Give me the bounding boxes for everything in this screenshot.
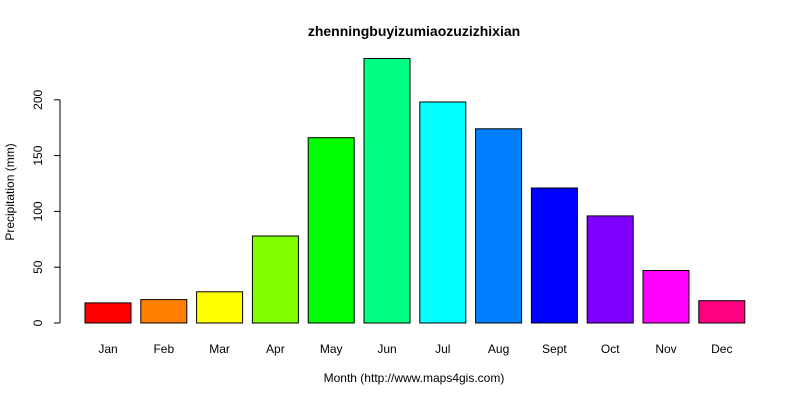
x-axis-tick-label: Jan [98,342,117,356]
y-axis-tick-label: 50 [31,260,45,274]
x-axis-tick-label: Aug [488,342,509,356]
bar-nov [642,270,690,324]
bar-oct [586,215,634,324]
y-axis-tick-label: 150 [31,145,45,165]
bar-jul [419,101,467,324]
bars [84,58,746,324]
x-axis-tick-label: Jul [435,342,450,356]
bar-aug [475,128,523,324]
y-axis-tick-label: 0 [31,319,45,326]
x-axis-tick-label: May [320,342,343,356]
y-axis: 0 50 100 150 200 [31,89,61,326]
bar-feb [140,299,188,324]
bar-sept [530,187,578,324]
x-axis-tick-label: Mar [209,342,230,356]
x-axis-tick-label: Sept [542,342,567,356]
x-axis-tick-label: Dec [711,342,732,356]
bar-jun [363,58,411,324]
x-axis-tick-label: Oct [601,342,620,356]
bar-may [307,137,355,324]
bar-apr [251,235,299,324]
bar-jan [84,302,132,324]
x-axis-tick-label: Jun [377,342,396,356]
chart-title: zhenningbuyizumiaozuzizhixian [308,23,520,39]
y-axis-tick-label: 200 [31,89,45,109]
x-axis-tick-labels: Jan Feb Mar Apr May Jun Jul Aug Sept Oct Nov Dec [98,342,732,356]
x-axis-tick-label: Apr [266,342,285,356]
x-axis-tick-label: Nov [655,342,676,356]
x-axis-tick-label: Feb [153,342,174,356]
y-axis-label: Precipitation (mm) [3,143,17,240]
y-axis-tick-label: 100 [31,201,45,221]
x-axis-label: Month (http://www.maps4gis.com) [324,371,505,385]
bar-dec [698,300,746,324]
bar-mar [196,291,244,324]
